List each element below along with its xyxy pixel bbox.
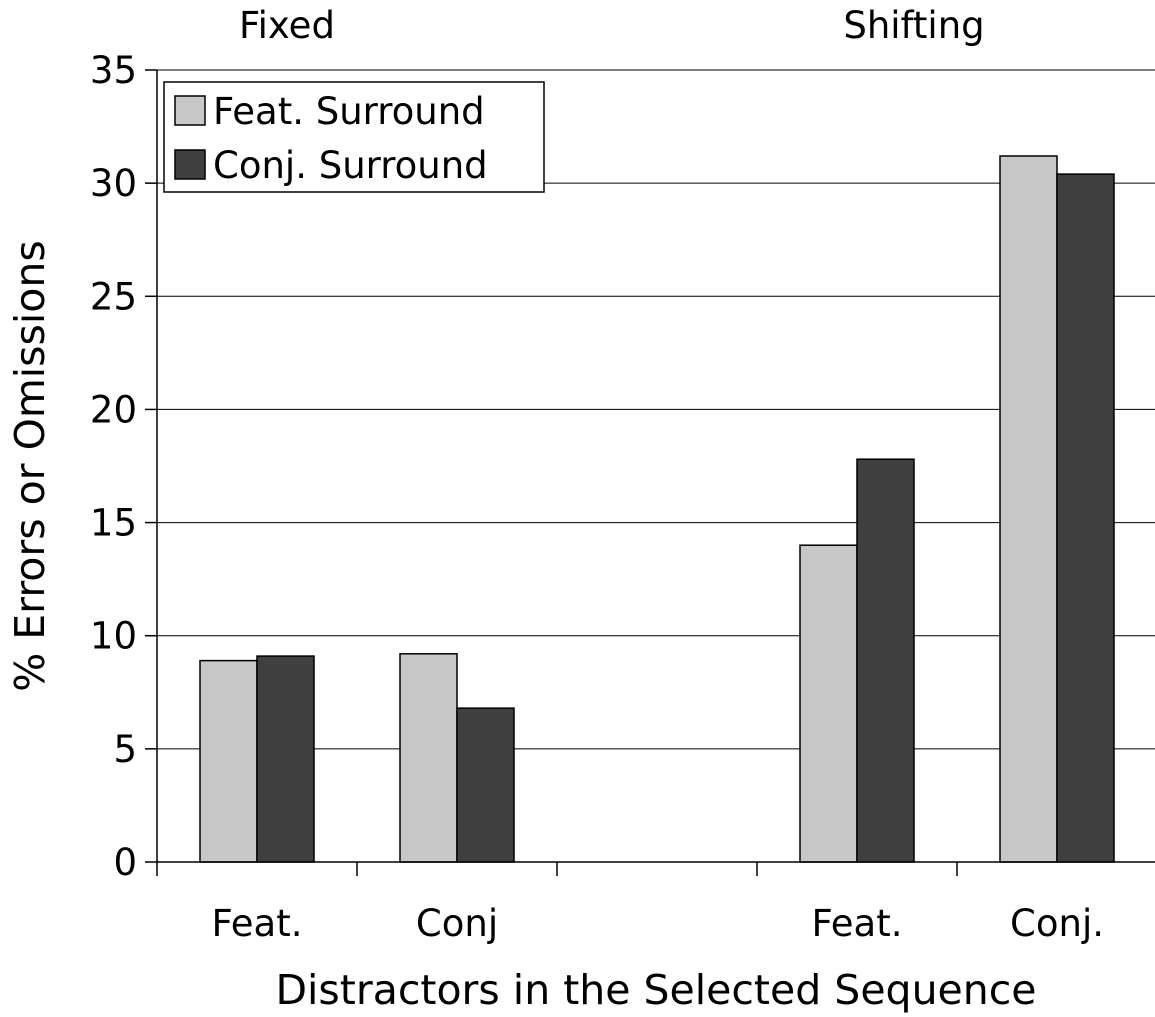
x-tick-label-3: Feat.: [812, 902, 903, 945]
legend-swatch-feat-surround: [174, 95, 206, 126]
bar-feat-surround-1: [399, 653, 458, 863]
bar-conj-surround-4: [1056, 173, 1115, 863]
bar-conj-surround-3: [856, 458, 915, 863]
bar-conj-surround-1: [456, 707, 515, 863]
y-tick-label-25: 25: [90, 275, 137, 318]
x-tick-labels: Feat. Conj Feat. Conj.: [212, 902, 1104, 945]
x-tick-label-1: Conj: [416, 902, 498, 945]
y-tick-labels: 0 5 10 15 20 25 30 35: [90, 49, 137, 884]
group-label-fixed: Fixed: [239, 4, 335, 47]
bar-feat-surround-3: [799, 544, 858, 863]
y-axis-title: % Errors or Omissions: [6, 240, 54, 691]
y-tick-label-5: 5: [113, 728, 137, 771]
y-tick-label-10: 10: [90, 615, 137, 658]
bar-feat-surround-0: [199, 659, 258, 863]
y-tick-label-15: 15: [90, 502, 137, 545]
legend-swatch-conj-surround: [174, 149, 206, 180]
x-tick-label-0: Feat.: [212, 902, 303, 945]
x-axis-title: Distractors in the Selected Sequence: [275, 966, 1036, 1014]
legend-label-feat-surround: Feat. Surround: [213, 90, 485, 133]
bar-conj-surround-0: [256, 655, 315, 863]
y-tick-label-20: 20: [90, 388, 137, 431]
y-tick-label-35: 35: [90, 49, 137, 92]
bar-feat-surround-4: [999, 155, 1058, 863]
legend-box: [163, 81, 545, 193]
y-tick-label-0: 0: [113, 841, 137, 884]
legend-label-conj-surround: Conj. Surround: [213, 144, 488, 187]
y-tick-label-30: 30: [90, 162, 137, 205]
group-label-shifting: Shifting: [843, 4, 984, 47]
x-tick-label-4: Conj.: [1010, 902, 1104, 945]
legend: Feat. Surround Conj. Surround: [163, 81, 545, 193]
axes: [145, 69, 1155, 876]
bars: [199, 155, 1115, 863]
